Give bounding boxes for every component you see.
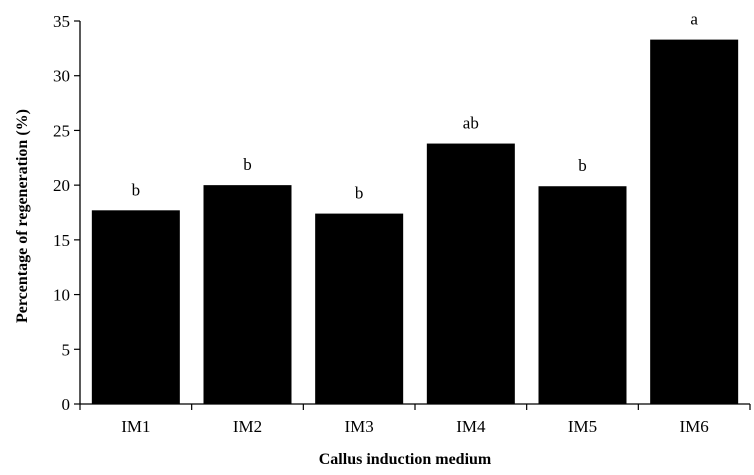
significance-letter: b bbox=[243, 155, 252, 174]
significance-letter: b bbox=[355, 184, 364, 203]
y-tick-label: 20 bbox=[53, 176, 70, 195]
bars-layer bbox=[91, 39, 739, 405]
y-tick-label: 35 bbox=[53, 12, 70, 31]
y-tick-label: 25 bbox=[53, 121, 70, 140]
y-tick-label: 15 bbox=[53, 231, 70, 250]
x-tick-label: IM6 bbox=[680, 417, 709, 436]
significance-letter: a bbox=[690, 10, 698, 29]
y-tick-label: 10 bbox=[53, 286, 70, 305]
x-tick-label: IM5 bbox=[568, 417, 597, 436]
bar-im2 bbox=[203, 185, 292, 404]
x-tick-label: IM1 bbox=[121, 417, 150, 436]
bar-im6 bbox=[650, 39, 739, 405]
bar-im5 bbox=[538, 186, 627, 404]
x-tick-label: IM2 bbox=[233, 417, 262, 436]
significance-letter: ab bbox=[463, 114, 479, 133]
bar-im1 bbox=[91, 210, 180, 404]
bar-im3 bbox=[315, 213, 404, 404]
labels-layer: 0 5 10 15 20 25 30 35 IM1 b IM2 b IM3 b IM4 ab IM5 b IM6 a bbox=[53, 10, 709, 436]
x-tick-label: IM4 bbox=[456, 417, 486, 436]
significance-letter: b bbox=[132, 180, 141, 199]
y-tick-label: 0 bbox=[62, 395, 71, 414]
bar-im4 bbox=[426, 143, 515, 404]
y-tick-label: 5 bbox=[62, 340, 71, 359]
x-axis-title: Callus induction medium bbox=[319, 451, 492, 468]
y-axis-title: Percentage of regeneration (%) bbox=[14, 109, 31, 323]
significance-letter: b bbox=[578, 156, 587, 175]
x-tick-label: IM3 bbox=[345, 417, 374, 436]
axes-layer bbox=[74, 20, 751, 410]
y-tick-label: 30 bbox=[53, 67, 70, 86]
